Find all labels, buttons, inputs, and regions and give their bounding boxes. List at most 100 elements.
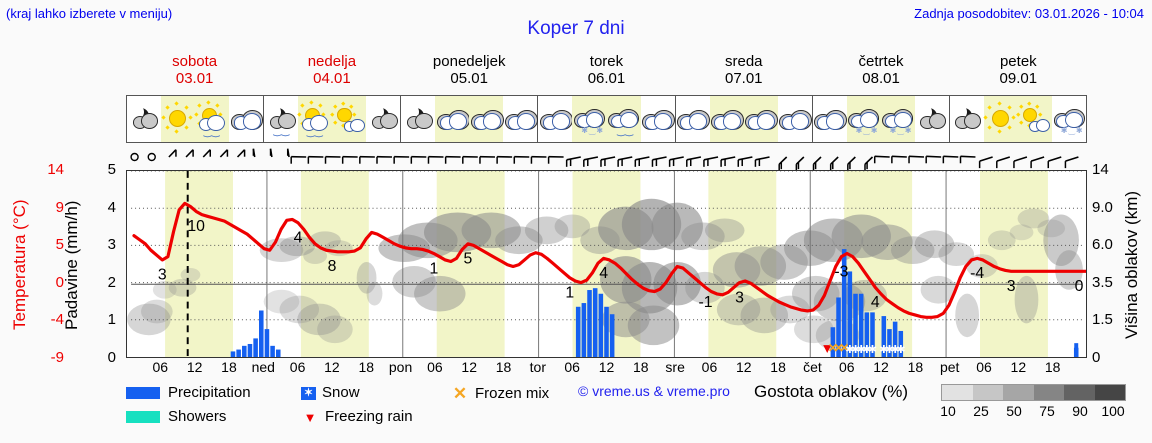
precipitation-tick-5: 0 bbox=[107, 349, 116, 366]
icon-day-3: ✱‿✱ ‿‿ bbox=[538, 96, 676, 142]
svg-text:✱: ✱ bbox=[896, 344, 905, 356]
sun-icon bbox=[160, 96, 196, 142]
day-date: 04.01 bbox=[313, 70, 351, 87]
precipitation-tick-3: 2 bbox=[107, 273, 116, 291]
legend-showers: Showers bbox=[126, 408, 226, 425]
temperature-tick-2: 5 bbox=[55, 236, 64, 254]
icon-day-0: ‿‿ bbox=[127, 96, 265, 142]
precipitation-tick-4: 1 bbox=[107, 311, 116, 329]
cloud-density-value-3: 75 bbox=[1039, 403, 1055, 419]
temperature-axis-title: Temperatura (°C) bbox=[10, 199, 29, 331]
night-cloudy-icon bbox=[950, 96, 984, 142]
icon-day-1: ‿‿ ‿‿ bbox=[264, 96, 402, 142]
svg-text:✱: ✱ bbox=[885, 344, 894, 356]
day-name: nedelja bbox=[307, 53, 357, 70]
cloud-height-tick-3: 3.5 bbox=[1092, 273, 1113, 291]
day-name: torek bbox=[589, 53, 624, 70]
day-header-1: nedelja 04.01 bbox=[263, 50, 400, 94]
night-rain-icon: ‿‿ bbox=[264, 96, 298, 142]
day-header-row: sobota 03.01 nedelja 04.01 ponedeljek 05.01 to… bbox=[126, 50, 1087, 94]
temp-label-10: -3 bbox=[834, 264, 848, 281]
cloud-density-swatch-4 bbox=[1064, 385, 1095, 400]
cloud-density-value-5: 100 bbox=[1101, 403, 1125, 419]
temp-label-6: 1 bbox=[565, 285, 574, 302]
sun-icon bbox=[983, 96, 1018, 142]
temp-label-1: 10 bbox=[187, 218, 205, 235]
hour-label-2: 18 bbox=[221, 359, 237, 375]
cloud-height-tick-0: 14 bbox=[1092, 161, 1109, 178]
cloudy-icon bbox=[813, 96, 847, 142]
wind-barb-row bbox=[130, 148, 1079, 170]
frozen-mix-icon: ✕ bbox=[452, 384, 468, 403]
night-cloudy-icon bbox=[366, 96, 400, 142]
hour-label-21: 12 bbox=[873, 359, 889, 375]
hour-label-3: ned bbox=[251, 359, 275, 375]
temp-label-4: 1 bbox=[429, 260, 438, 277]
cloud-density-swatch-1 bbox=[972, 385, 1003, 400]
cloud-height-tick-4: 1.5 bbox=[1092, 311, 1113, 329]
cloudy-icon bbox=[641, 96, 675, 142]
cloudy-icon bbox=[469, 96, 504, 142]
hour-label-14: 18 bbox=[633, 359, 649, 375]
cloudy-icon bbox=[743, 96, 778, 142]
temp-label-2: 4 bbox=[294, 230, 303, 247]
sun-partly-icon bbox=[330, 96, 367, 142]
hour-label-10: 18 bbox=[495, 359, 512, 375]
cloudy-icon bbox=[229, 96, 264, 142]
page-title: Koper 7 dni bbox=[527, 18, 625, 39]
cloud-height-tick-2: 6.0 bbox=[1092, 236, 1113, 254]
cloudy-icon bbox=[778, 96, 812, 142]
day-header-6: petek 09.01 bbox=[950, 50, 1087, 94]
sun-rain-icon: ‿‿ bbox=[297, 96, 333, 142]
temp-label-14: 0 bbox=[1075, 278, 1084, 295]
day-name: četrtek bbox=[858, 53, 904, 70]
day-date: 06.01 bbox=[587, 70, 626, 87]
temp-label-8: -1 bbox=[699, 294, 713, 311]
cloud-density-value-1: 25 bbox=[973, 403, 989, 419]
hour-label-23: pet bbox=[939, 359, 960, 375]
legend-freezing-rain-label: Freezing rain bbox=[325, 408, 413, 425]
cloudy-snow-icon: ✱‿✱ bbox=[1052, 96, 1086, 142]
night-cloudy-icon bbox=[127, 96, 161, 142]
day-date: 05.01 bbox=[450, 70, 488, 87]
temp-label-9: 3 bbox=[735, 289, 744, 306]
hour-label-19: čet bbox=[803, 359, 822, 375]
hour-label-26: 18 bbox=[1044, 359, 1061, 375]
svg-text:✱: ✱ bbox=[857, 344, 866, 356]
cloudy-snow-icon: ✱‿✱ bbox=[880, 96, 915, 142]
cloud-density-value-2: 50 bbox=[1006, 403, 1022, 419]
day-date: 08.01 bbox=[862, 70, 900, 87]
day-header-4: sreda 07.01 bbox=[675, 50, 812, 94]
cloud-density-swatch-3 bbox=[1033, 385, 1064, 400]
icon-day-6: ✱‿✱ bbox=[950, 96, 1086, 142]
icon-day-5: ✱‿✱ ✱‿✱ bbox=[813, 96, 950, 142]
temp-label-13: 3 bbox=[1007, 278, 1016, 295]
hour-label-24: 06 bbox=[976, 359, 992, 375]
svg-text:✱: ✱ bbox=[879, 344, 888, 356]
snow-icon: ✶ bbox=[301, 386, 316, 400]
day-header-3: torek 06.01 bbox=[538, 50, 675, 94]
hour-label-16: 06 bbox=[701, 359, 718, 375]
temperature-tick-3: 0 bbox=[55, 273, 64, 291]
day-header-5: četrtek 08.01 bbox=[812, 50, 949, 94]
precipitation-tick-2: 3 bbox=[107, 236, 116, 254]
cloud-density-value-0: 10 bbox=[940, 403, 956, 419]
legend-freezing-rain: ▼ Freezing rain bbox=[301, 408, 413, 425]
hour-label-row: 06 12 18 ned 06 12 18 pon 06 12 18 tor 06 12 18 sre 06 12… bbox=[126, 359, 1087, 379]
cloud-density-scale-labels: 10 25 50 75 90 100 bbox=[934, 403, 1134, 421]
legend-snow: ✶ Snow bbox=[301, 384, 360, 401]
svg-text:✱: ✱ bbox=[845, 344, 854, 356]
meteogram-plot: ✕ ✕ ✕ ✱ ✱ ✱ ✱ ✱ ✱ ✱ ✱ ✱ 3 10 4 8 1 5 1 4 -1 3 -3 4 -4 3 0 bbox=[126, 170, 1087, 358]
hour-label-5: 12 bbox=[324, 359, 340, 375]
cloud-density-swatch-2 bbox=[1003, 385, 1034, 400]
legend-showers-label: Showers bbox=[168, 408, 227, 425]
legend-precipitation: Precipitation bbox=[126, 384, 251, 401]
day-header-2: ponedeljek 05.01 bbox=[401, 50, 538, 94]
cloudy-icon bbox=[676, 96, 710, 142]
temp-label-3: 8 bbox=[328, 258, 337, 275]
day-date: 07.01 bbox=[724, 70, 763, 87]
hour-label-6: 18 bbox=[358, 359, 375, 375]
cloud-height-tick-1: 9.0 bbox=[1092, 198, 1113, 216]
menu-note: (kraj lahko izberete v meniju) bbox=[6, 6, 173, 21]
copyright-link[interactable]: © vreme.us & vreme.pro bbox=[578, 383, 730, 399]
